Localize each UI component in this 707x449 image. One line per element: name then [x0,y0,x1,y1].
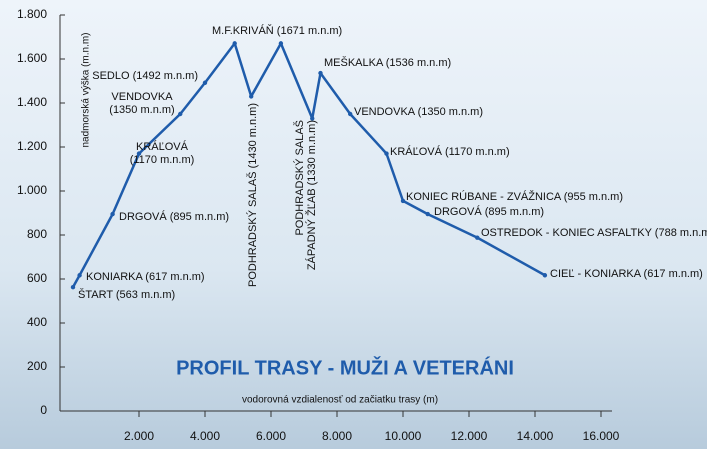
point [401,199,405,203]
x-tick-label: 10.000 [385,429,422,443]
point [249,94,253,98]
point [310,116,314,120]
point-label: CIEĽ - KONIARKA (617 m.n.m) [550,268,703,280]
x-tick-label: 8.000 [322,429,352,443]
y-tick-label: 400 [27,315,47,329]
point-label: (1170 m.n.m) [130,154,195,166]
point-label: ŠTART (563 m.n.m) [78,288,175,301]
x-tick-label: 16.000 [583,429,620,443]
point [71,285,75,289]
x-tick-label: 12.000 [451,429,488,443]
point [384,151,388,155]
y-tick-label: 0 [40,403,47,417]
point-label: ZÁPADNÝ ŽĽAB (1330 m.n.m) [305,120,318,270]
point-label: PODHRADSKÝ SALAŠ (1430 m.n.m) [246,103,259,287]
point-label: KRÁĽOVÁ (1170 m.n.m) [390,145,510,158]
x-axis-label: vodorovná vzdialenosť od začiatku trasy … [242,395,438,406]
point [475,235,479,239]
point [543,273,547,277]
point [318,71,322,75]
point-label: SEDLO (1492 m.n.m) [92,70,198,82]
point-label: MEŠKALKA (1536 m.n.m) [324,56,451,69]
point-label: M.F.KRIVÁŇ (1671 m.n.m) [212,24,342,37]
x-tick-label: 4.000 [190,429,220,443]
point [77,273,81,277]
x-tick-label: 14.000 [517,429,554,443]
point-label: OSTREDOK - KONIEC ASFALTKY (788 m.n.m) [481,227,707,239]
point [233,41,237,45]
x-tick-label: 6.000 [256,429,286,443]
y-tick-label: 600 [27,271,47,285]
y-axis-label: nadmorská výška (m.n.m) [81,32,92,147]
point-label: DRGOVÁ (895 m.n.m) [119,210,229,223]
point-label: KONIARKA (617 m.n.m) [86,271,205,283]
point-label: PODHRADSKÝ SALAŠ [293,120,306,236]
point [178,112,182,116]
chart-title: PROFIL TRASY - MUŽI A VETERÁNI [176,355,514,379]
point-label: VENDOVKA [111,91,173,103]
point [110,212,114,216]
y-tick-label: 1.200 [17,139,47,153]
point-label: VENDOVKA (1350 m.n.m) [354,106,483,118]
point-label: (1350 m.n.m) [109,104,174,116]
point [426,212,430,216]
y-tick-label: 1.600 [17,51,47,65]
point [348,112,352,116]
point-label: KRÁĽOVÁ [136,140,189,153]
y-tick-label: 200 [27,359,47,373]
y-tick-label: 1.000 [17,183,47,197]
y-tick-label: 800 [27,227,47,241]
chart: PROFIL TRASY - MUŽI A VETERÁNI vodorovná… [0,0,707,449]
point-label: DRGOVÁ (895 m.n.m) [434,205,544,218]
y-tick-label: 1.800 [17,7,47,21]
point [203,81,207,85]
point [279,41,283,45]
y-tick-label: 1.400 [17,95,47,109]
x-tick-label: 2.000 [124,429,154,443]
point-label: KONIEC RÚBANE - ZVÁŽNICA (955 m.n.m) [406,190,623,203]
